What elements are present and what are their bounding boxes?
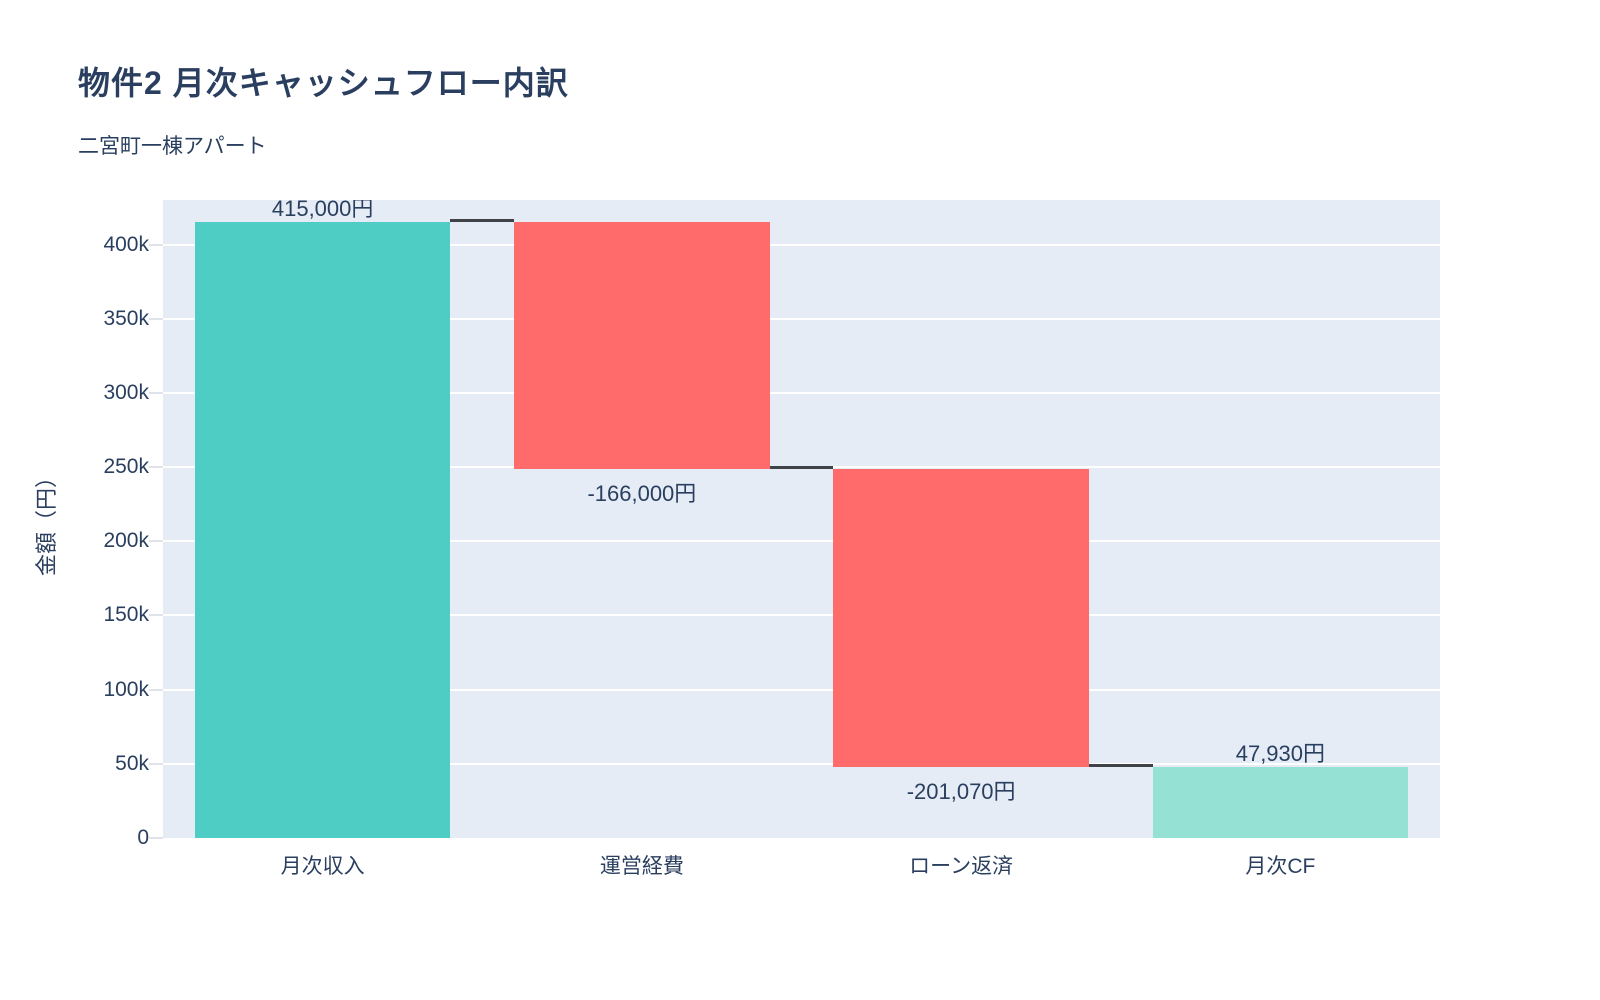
y-tick-mark — [149, 614, 163, 617]
y-tick-mark — [149, 688, 163, 691]
bar-value-label: -166,000円 — [587, 480, 697, 506]
gridline — [163, 317, 1440, 320]
y-tick-label: 350k — [103, 306, 149, 330]
chart-title: 物件2 月次キャッシュフロー内訳 — [78, 65, 569, 101]
waterfall-bar[interactable] — [514, 222, 770, 469]
y-tick-mark — [149, 466, 163, 469]
connector-line — [769, 465, 834, 469]
bar-value-label: 415,000円 — [271, 200, 374, 222]
connector-line — [1088, 763, 1153, 767]
y-tick-mark — [149, 243, 163, 246]
gridline — [163, 762, 1440, 765]
gridline — [163, 540, 1440, 543]
bar-value-label: -201,070円 — [906, 778, 1016, 804]
waterfall-bar[interactable] — [194, 222, 451, 838]
y-tick-mark — [149, 540, 163, 543]
connector-line — [450, 219, 515, 223]
y-tick-mark — [149, 317, 163, 320]
x-tick-label: ローン返済 — [909, 855, 1014, 878]
y-tick-label: 150k — [103, 603, 149, 627]
y-tick-label: 400k — [103, 232, 149, 256]
waterfall-bar[interactable] — [833, 468, 1089, 767]
plot-area: 415,000円 -166,000円 -201,070円 47,930円 — [163, 200, 1440, 838]
gridline — [163, 614, 1440, 617]
gridline — [163, 688, 1440, 691]
chart-subtitle: 二宮町一棟アパート — [78, 135, 267, 158]
y-tick-label: 50k — [115, 751, 149, 775]
gridline — [163, 243, 1440, 246]
x-tick-label: 月次収入 — [280, 855, 365, 878]
y-tick-mark — [149, 391, 163, 394]
y-tick-label: 200k — [103, 529, 149, 553]
gridline — [163, 391, 1440, 394]
y-tick-label: 250k — [103, 455, 149, 479]
y-tick-label: 0 — [137, 826, 149, 849]
y-tick-mark — [149, 837, 163, 839]
y-axis-title: 金額（円） — [34, 466, 59, 577]
y-tick-mark — [149, 762, 163, 765]
y-tick-label: 300k — [103, 380, 149, 404]
y-tick-label: 100k — [103, 677, 149, 701]
x-tick-label: 月次CF — [1245, 855, 1316, 878]
x-tick-label: 運営経費 — [599, 855, 684, 878]
bar-value-label: 47,930円 — [1235, 740, 1326, 766]
waterfall-bar[interactable] — [1152, 766, 1409, 838]
